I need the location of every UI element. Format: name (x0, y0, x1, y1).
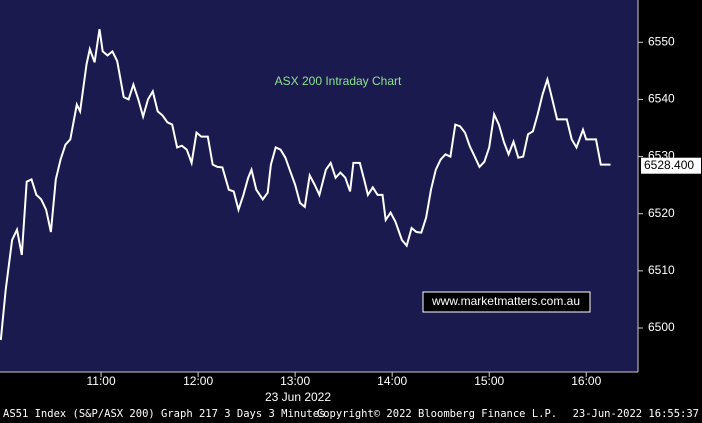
x-tick-label: 12:00 (183, 374, 213, 388)
footer-center: Copyright© 2022 Bloomberg Finance L.P. (317, 408, 557, 420)
last-price-box (641, 157, 701, 174)
y-tick-label: 6510 (648, 263, 675, 277)
y-tick-label: 6550 (648, 34, 675, 48)
date-label: 23 Jun 2022 (265, 390, 331, 404)
y-tick-label: 6540 (648, 92, 675, 106)
watermark: www.marketmatters.com.au (431, 294, 580, 308)
x-tick-label: 11:00 (87, 374, 116, 388)
x-tick-label: 15:00 (474, 374, 504, 388)
x-tick-label: 14:00 (377, 374, 407, 388)
last-price-label: 6528.400 (644, 158, 694, 172)
x-tick-label: 13:00 (280, 374, 310, 388)
footer-left: AS51 Index (S&P/ASX 200) Graph 217 3 Day… (3, 408, 325, 420)
y-tick-label: 6500 (648, 320, 675, 334)
chart-title: ASX 200 Intraday Chart (275, 74, 402, 88)
y-tick-label: 6520 (648, 206, 675, 220)
watermark-box (422, 291, 591, 313)
x-tick-label: 16:00 (571, 374, 601, 388)
price-line (0, 28, 611, 341)
footer-right: 23-Jun-2022 16:55:37 (573, 408, 699, 420)
